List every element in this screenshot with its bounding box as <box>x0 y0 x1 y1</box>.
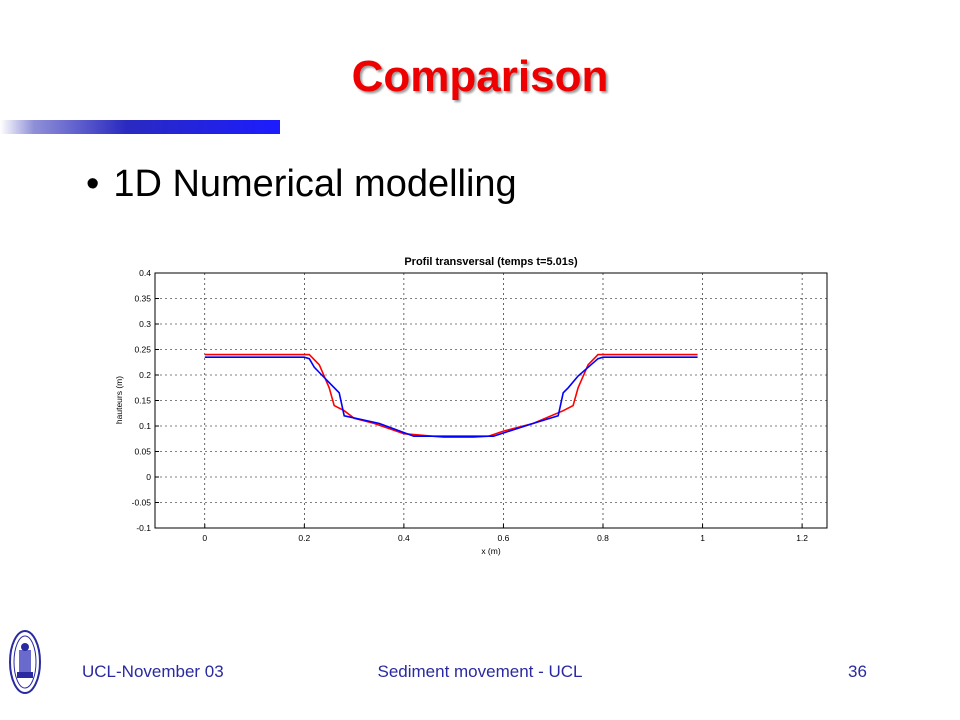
y-tick-label: -0.1 <box>136 523 151 533</box>
x-tick-label: 1 <box>700 533 705 543</box>
y-tick-label: 0.3 <box>139 319 151 329</box>
x-axis-label: x (m) <box>481 546 501 556</box>
x-tick-label: 0.6 <box>498 533 510 543</box>
x-tick-label: 0.8 <box>597 533 609 543</box>
chart-ticks: 0 0.2 0.4 0.6 0.8 1 1.2 -0.1 -0.05 0 0.05 0.1 0.15 0.… <box>132 268 809 543</box>
profile-chart: 0 0.2 0.4 0.6 0.8 1 1.2 -0.1 -0.05 0 0.05 0.1 0.15 0.… <box>114 256 828 556</box>
x-tick-label: 0.2 <box>298 533 310 543</box>
series-line-blue <box>204 356 698 437</box>
bullet-item: • 1D Numerical modelling <box>86 163 517 206</box>
page-number: 36 <box>848 662 867 681</box>
chart-title: Profil transversal (temps t=5.01s) <box>404 256 578 268</box>
y-tick-label: 0.25 <box>134 345 151 355</box>
slide-title: Comparison <box>351 52 609 101</box>
footer-presentation-title: Sediment movement - UCL <box>377 662 583 681</box>
y-tick-label: 0 <box>146 472 151 482</box>
footer-date: UCL-November 03 <box>82 662 224 681</box>
bullet-dot-icon: • <box>86 163 100 205</box>
bullet-text: 1D Numerical modelling <box>113 163 517 205</box>
y-axis-label: hauteurs (m) <box>114 376 124 424</box>
university-seal-icon <box>9 630 41 694</box>
y-tick-label: 0.2 <box>139 370 151 380</box>
chart-grid <box>155 272 827 529</box>
y-tick-label: 0.35 <box>134 294 151 304</box>
chart-series <box>204 353 698 438</box>
title-underline-bar <box>0 120 280 134</box>
series-line-red <box>204 353 698 438</box>
y-tick-label: -0.05 <box>132 498 152 508</box>
x-tick-label: 0.4 <box>398 533 410 543</box>
y-tick-label: 0.05 <box>134 447 151 457</box>
y-tick-label: 0.1 <box>139 421 151 431</box>
y-tick-label: 0.4 <box>139 268 151 278</box>
x-tick-label: 1.2 <box>796 533 808 543</box>
x-tick-label: 0 <box>202 533 207 543</box>
y-tick-label: 0.15 <box>134 396 151 406</box>
